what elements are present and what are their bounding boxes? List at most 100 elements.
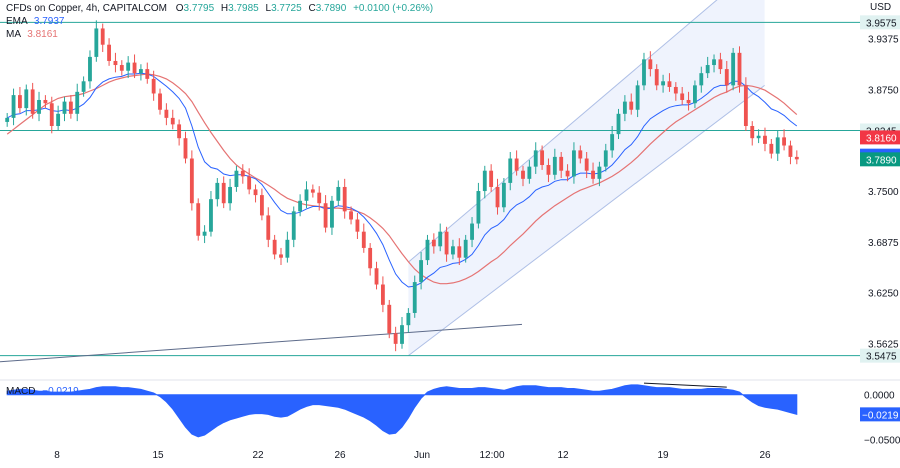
macd-value: −0.0219 bbox=[42, 386, 79, 397]
ema-row[interactable]: EMA 3.7937 bbox=[6, 15, 433, 28]
candle-body-64 bbox=[412, 282, 417, 313]
candle-body-75 bbox=[482, 170, 487, 192]
candle-body-121 bbox=[775, 137, 780, 154]
candle-body-112 bbox=[718, 59, 723, 70]
candle-body-30 bbox=[196, 203, 201, 236]
low-label: L bbox=[265, 3, 272, 14]
macd-legend[interactable]: MACD −0.0219 bbox=[6, 386, 79, 397]
candle-body-0 bbox=[5, 117, 10, 122]
time-axis: 8 15 22 26 Jun 12:00 12 19 26 bbox=[54, 450, 771, 461]
candle-body-97 bbox=[622, 101, 627, 114]
candle-body-46 bbox=[298, 200, 303, 212]
symbol-line: CFDs on Copper, 4h, CAPITALCOM bbox=[6, 3, 167, 14]
price-label-bg-5 bbox=[860, 348, 900, 363]
ma-line bbox=[6, 73, 798, 285]
candle-body-87 bbox=[559, 156, 564, 171]
candle-body-59 bbox=[380, 284, 385, 305]
candle-body-96 bbox=[616, 113, 621, 135]
candle-body-3 bbox=[24, 89, 29, 109]
candle-body-44 bbox=[285, 239, 290, 258]
candle-body-8 bbox=[56, 113, 61, 126]
macd-label: MACD bbox=[6, 386, 36, 397]
candle-body-123 bbox=[788, 145, 793, 157]
candle-body-72 bbox=[463, 239, 468, 258]
macd-tick-0: 0.0000 bbox=[864, 391, 895, 402]
ma-value: 3.8161 bbox=[27, 29, 58, 40]
macd-divergence-line bbox=[643, 382, 727, 388]
candle-body-82 bbox=[527, 166, 532, 179]
candle-body-92 bbox=[591, 170, 595, 179]
candle-body-10 bbox=[68, 101, 73, 114]
ema-label: EMA bbox=[6, 16, 28, 27]
price-label-5: 3.5475 bbox=[866, 352, 897, 363]
macd-price-label: −0.0219 bbox=[862, 410, 899, 421]
candle-body-89 bbox=[572, 150, 576, 177]
currency-label: USD bbox=[870, 2, 891, 13]
candle-body-111 bbox=[712, 59, 716, 66]
price-tick-5: 3.5625 bbox=[868, 339, 899, 350]
open-value: 3.7795 bbox=[183, 3, 215, 14]
price-label-0: 3.9575 bbox=[866, 18, 897, 29]
ma-row[interactable]: MA 3.8161 bbox=[6, 28, 433, 41]
candle-body-31 bbox=[202, 231, 207, 236]
ema-line bbox=[6, 72, 798, 288]
candle-body-6 bbox=[43, 99, 48, 104]
candle-body-120 bbox=[769, 143, 774, 154]
candle-body-107 bbox=[686, 99, 691, 104]
time-tick-8: 26 bbox=[759, 450, 771, 461]
candle-body-113 bbox=[724, 69, 729, 86]
candle-body-115 bbox=[737, 52, 742, 86]
candle-body-13 bbox=[88, 56, 92, 82]
candle-body-67 bbox=[431, 239, 436, 247]
candle-body-116 bbox=[743, 85, 748, 126]
candle-body-106 bbox=[680, 93, 685, 100]
candle-body-49 bbox=[317, 192, 322, 204]
candle-body-56 bbox=[361, 231, 366, 248]
candle-body-51 bbox=[330, 200, 334, 228]
candle-body-70 bbox=[451, 246, 455, 255]
candle-body-52 bbox=[336, 186, 341, 201]
ma-label: MA bbox=[6, 29, 21, 40]
candle-body-20 bbox=[132, 62, 137, 74]
candle-body-29 bbox=[189, 158, 194, 204]
candle-body-68 bbox=[438, 231, 443, 247]
candle-body-15 bbox=[100, 28, 105, 45]
macd-label-bg bbox=[860, 407, 900, 422]
macd-fill bbox=[6, 384, 798, 438]
open-label: O bbox=[175, 3, 184, 14]
candle-body-4 bbox=[30, 89, 35, 114]
candle-body-22 bbox=[145, 69, 150, 79]
candle-body-7 bbox=[49, 103, 54, 126]
candle-body-60 bbox=[387, 304, 392, 334]
candle-body-39 bbox=[253, 189, 258, 196]
price-label-bg-2 bbox=[860, 130, 900, 145]
candle-body-27 bbox=[177, 124, 182, 139]
candle-body-118 bbox=[756, 135, 761, 139]
candle-body-80 bbox=[514, 158, 519, 171]
candle-body-103 bbox=[661, 81, 666, 86]
time-tick-5: 12:00 bbox=[479, 450, 504, 461]
candle-body-9 bbox=[62, 101, 67, 114]
symbol-row: CFDs on Copper, 4h, CAPITALCOM O3.7795 H… bbox=[6, 2, 433, 15]
price-tick-2: 3.7500 bbox=[868, 187, 899, 198]
ma-path bbox=[6, 73, 798, 285]
time-tick-0: 8 bbox=[54, 450, 60, 461]
candle-body-14 bbox=[94, 28, 99, 57]
candle-body-74 bbox=[476, 191, 481, 224]
candle-body-109 bbox=[699, 73, 704, 86]
candle-body-108 bbox=[693, 85, 697, 104]
high-label: H bbox=[220, 3, 229, 14]
time-tick-6: 12 bbox=[557, 450, 569, 461]
candle-body-58 bbox=[374, 268, 379, 285]
candle-body-55 bbox=[355, 219, 360, 232]
candle-body-114 bbox=[731, 52, 736, 86]
candle-body-61 bbox=[393, 333, 398, 344]
price-tick-1: 3.8750 bbox=[868, 85, 899, 96]
price-label-bg-4 bbox=[860, 152, 900, 167]
time-tick-4: Jun bbox=[414, 450, 430, 461]
macd-axis: 0.0000 −0.0500 −0.0219 bbox=[860, 391, 900, 447]
low-value: 3.7725 bbox=[271, 3, 302, 14]
candle-body-41 bbox=[266, 215, 271, 240]
